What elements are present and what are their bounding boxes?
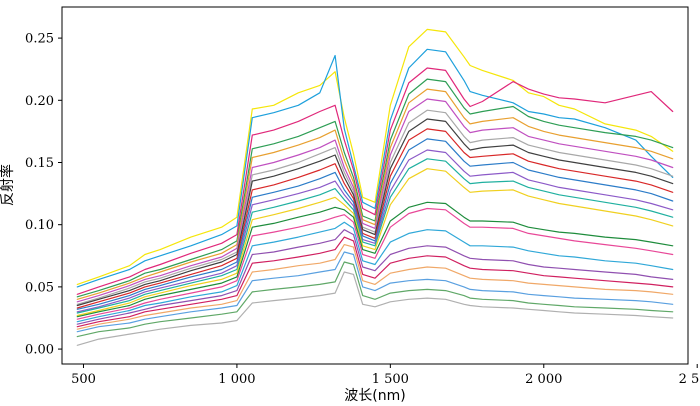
y-tick-label: 0.20 xyxy=(25,94,54,109)
series-line-1 xyxy=(76,28,674,285)
series-line-22 xyxy=(76,271,674,346)
x-axis-title: 波长(nm) xyxy=(344,388,405,404)
x-axis: 500 1 000 1 500 2 000 2 500 xyxy=(71,364,700,387)
series-line-15 xyxy=(76,207,674,320)
y-axis-title: 反射率 xyxy=(0,164,16,206)
series-layer xyxy=(76,28,674,346)
y-tick-label: 0.25 xyxy=(25,32,54,47)
y-tick-label: 0.15 xyxy=(25,156,54,171)
series-line-5 xyxy=(76,88,674,300)
y-axis: 0.00 0.05 0.10 0.15 0.20 0.25 xyxy=(25,32,62,358)
series-line-3 xyxy=(76,67,674,295)
series-line-4 xyxy=(76,78,674,298)
series-line-16 xyxy=(76,221,674,323)
series-line-6 xyxy=(76,98,674,303)
x-tick-label: 2 500 xyxy=(679,372,700,387)
y-tick-label: 0.00 xyxy=(25,343,54,358)
series-line-14 xyxy=(76,201,674,318)
series-line-18 xyxy=(76,236,674,328)
y-tick-label: 0.10 xyxy=(25,218,54,233)
y-tick-label: 0.05 xyxy=(25,280,54,295)
series-line-13 xyxy=(76,168,674,317)
series-line-12 xyxy=(76,158,674,314)
series-line-8 xyxy=(76,118,674,307)
x-tick-label: 1 500 xyxy=(372,372,409,387)
series-line-11 xyxy=(76,149,674,313)
series-line-19 xyxy=(76,244,674,330)
x-tick-label: 500 xyxy=(71,372,96,387)
series-line-10 xyxy=(76,138,674,310)
x-tick-label: 1 000 xyxy=(218,372,255,387)
plot-frame xyxy=(61,6,689,365)
series-line-20 xyxy=(76,251,674,333)
series-line-21 xyxy=(76,261,674,338)
x-tick-label: 2 000 xyxy=(525,372,562,387)
series-line-2 xyxy=(76,48,674,288)
series-line-17 xyxy=(76,229,674,325)
series-line-9 xyxy=(76,128,674,309)
